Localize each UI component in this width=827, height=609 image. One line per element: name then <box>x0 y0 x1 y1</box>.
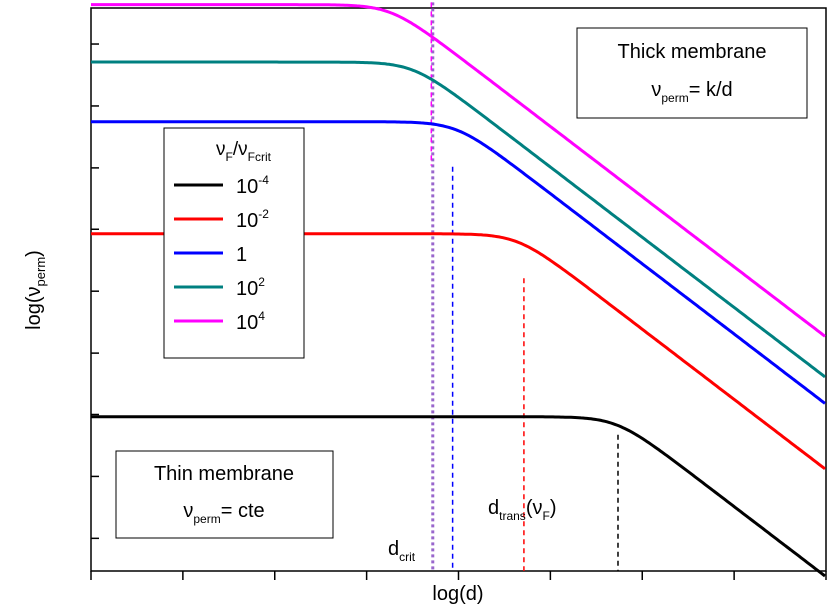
dtrans-label: dtrans(νF) <box>488 497 557 523</box>
dcrit-label: dcrit <box>388 538 416 564</box>
y-axis-label: log(νperm) <box>23 250 48 330</box>
thick-membrane-title: Thick membrane <box>618 41 767 63</box>
legend-label: 102 <box>236 275 265 300</box>
x-ticks <box>90 571 827 580</box>
series-line-3 <box>91 60 826 379</box>
thin-membrane-box: Thin membrane νperm= cte <box>115 450 334 539</box>
legend-label: 10-4 <box>236 173 269 198</box>
legend-title: νF/νFcrit <box>216 139 272 164</box>
legend-box <box>163 127 305 359</box>
series-line-0 <box>91 415 826 578</box>
series-line-4 <box>91 3 826 338</box>
legend: νF/νFcrit 10-4 10-2 1 102 104 <box>163 127 305 359</box>
thin-membrane-title: Thin membrane <box>154 463 294 485</box>
y-ticks <box>91 43 99 540</box>
legend-label: 1 <box>236 244 247 266</box>
legend-label: 104 <box>236 309 265 334</box>
thin-membrane-formula: νperm= cte <box>183 500 264 526</box>
thick-membrane-formula: νperm= k/d <box>651 79 732 105</box>
series-line-2 <box>91 120 826 405</box>
legend-items: 10-4 10-2 1 102 104 <box>174 173 269 334</box>
legend-label: 10-2 <box>236 207 269 232</box>
thick-membrane-box: Thick membrane νperm= k/d <box>576 27 808 119</box>
x-axis-label: log(d) <box>432 583 483 605</box>
